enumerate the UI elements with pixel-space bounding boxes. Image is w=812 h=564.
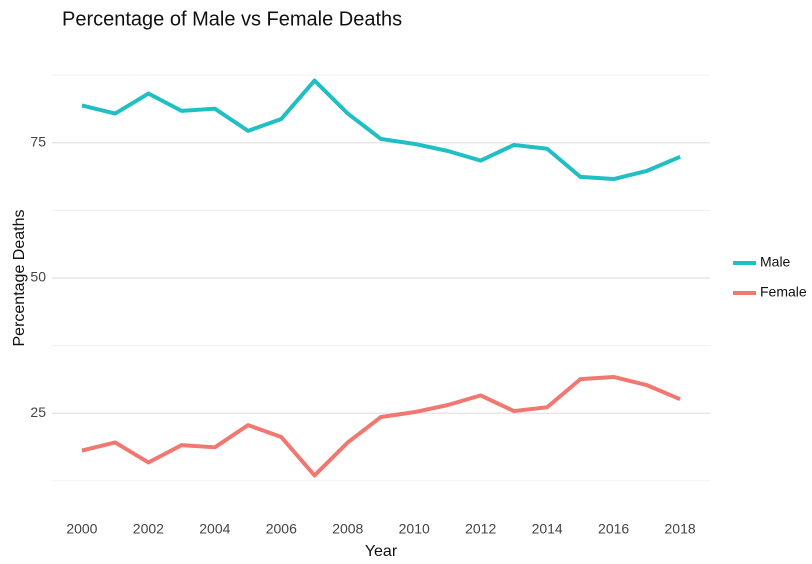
chart-title: Percentage of Male vs Female Deaths bbox=[62, 8, 402, 30]
legend-label: Male bbox=[760, 254, 791, 270]
y-tick-label: 50 bbox=[30, 269, 46, 285]
x-tick-label: 2006 bbox=[266, 521, 297, 537]
x-axis-label: Year bbox=[365, 543, 398, 560]
y-tick-label: 25 bbox=[30, 404, 46, 420]
x-tick-label: 2014 bbox=[532, 521, 563, 537]
x-tick-label: 2016 bbox=[598, 521, 629, 537]
y-axis-label: Percentage Deaths bbox=[11, 210, 28, 347]
y-tick-label: 75 bbox=[30, 133, 46, 149]
x-tick-label: 2000 bbox=[66, 521, 97, 537]
x-tick-label: 2018 bbox=[665, 521, 696, 537]
x-tick-label: 2008 bbox=[332, 521, 363, 537]
x-tick-label: 2012 bbox=[465, 521, 496, 537]
x-tick-label: 2010 bbox=[399, 521, 430, 537]
legend-label: Female bbox=[760, 284, 807, 300]
series-line bbox=[81, 374, 681, 478]
x-tick-label: 2002 bbox=[133, 521, 164, 537]
series-line bbox=[81, 78, 681, 182]
x-tick-label: 2004 bbox=[199, 521, 230, 537]
